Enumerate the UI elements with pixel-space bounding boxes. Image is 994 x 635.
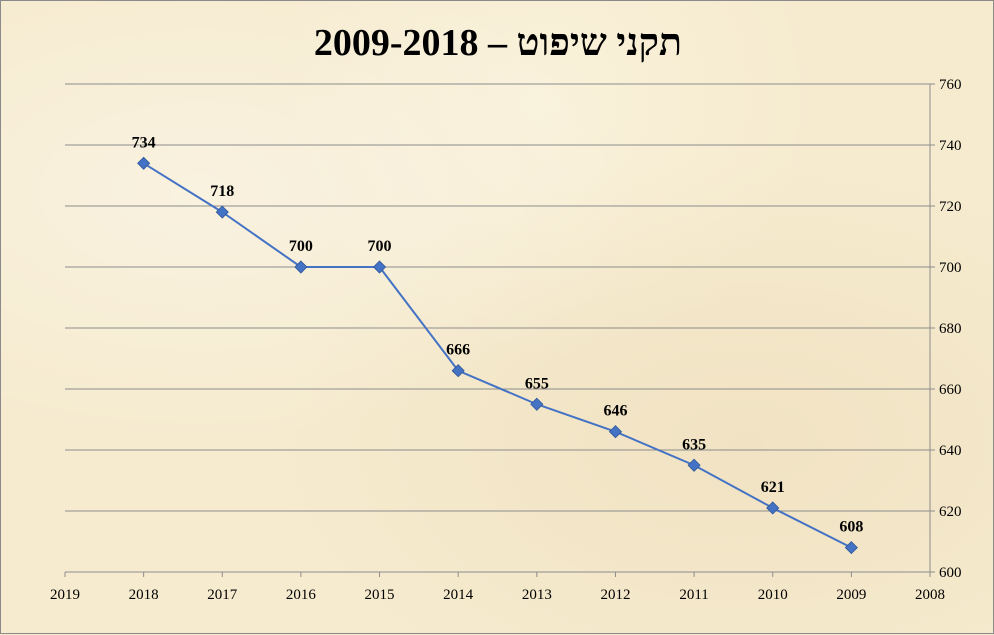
y-tick-label: 720 [939, 199, 962, 215]
y-tick-label: 760 [939, 77, 962, 93]
x-tick-label: 2016 [286, 587, 317, 603]
data-label: 646 [603, 403, 627, 420]
chart-title: תקני שיפוט – 2009-2018 [313, 22, 683, 64]
x-tick-label: 2018 [129, 587, 159, 603]
y-tick-label: 680 [939, 321, 962, 337]
y-tick-label: 700 [939, 260, 962, 276]
data-point-marker [137, 156, 151, 170]
y-tick-label: 660 [939, 382, 962, 398]
x-tick-label: 2019 [50, 587, 80, 603]
data-point-marker [844, 541, 858, 555]
y-tick-label: 640 [939, 443, 962, 459]
series-line [143, 162, 852, 549]
x-tick-label: 2012 [600, 587, 630, 603]
data-label: 700 [368, 238, 392, 255]
data-point-marker [530, 397, 544, 411]
y-tick-label: 600 [939, 565, 962, 581]
data-point-marker [294, 260, 308, 274]
data-label: 666 [446, 342, 470, 359]
data-label: 655 [525, 375, 549, 392]
x-tick-label: 2017 [207, 587, 238, 603]
y-tick-label: 740 [939, 138, 962, 154]
data-point-marker [372, 260, 387, 274]
x-tick-label: 2011 [679, 587, 708, 603]
x-tick-label: 2008 [915, 587, 945, 603]
data-label: 635 [682, 436, 706, 453]
data-label: 700 [289, 238, 313, 255]
data-label: 608 [839, 519, 863, 536]
x-tick-label: 2013 [522, 587, 552, 603]
x-tick-label: 2010 [758, 587, 788, 603]
data-label: 734 [132, 134, 156, 151]
y-tick-label: 620 [939, 504, 962, 520]
data-point-marker [215, 205, 229, 219]
data-point-marker [687, 458, 701, 472]
x-tick-label: 2014 [443, 587, 474, 603]
x-tick-label: 2009 [836, 587, 866, 603]
data-point-marker [766, 501, 780, 515]
data-point-marker [608, 425, 623, 439]
data-point-marker [451, 364, 465, 378]
data-label: 718 [210, 183, 234, 200]
data-label: 621 [761, 479, 785, 496]
x-tick-label: 2015 [365, 587, 395, 603]
